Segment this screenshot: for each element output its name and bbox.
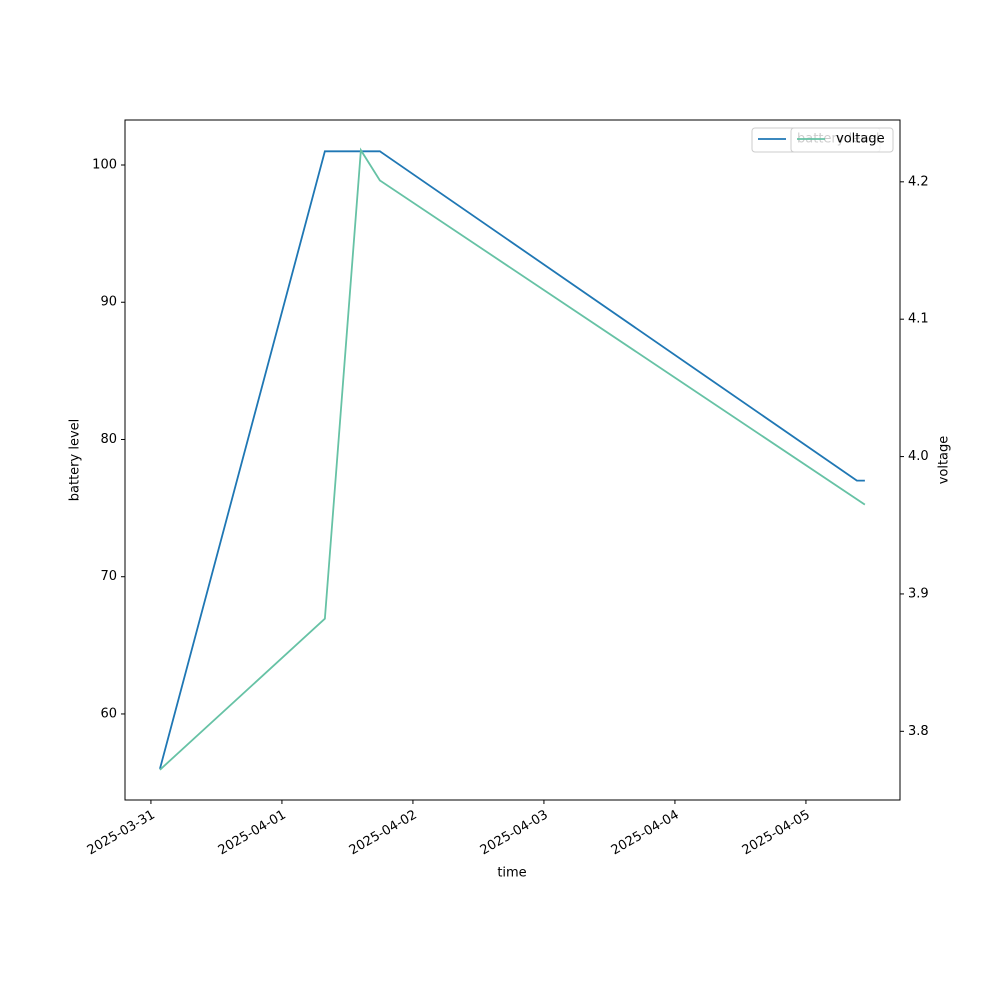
y-tick-label: 100 — [92, 158, 117, 173]
y2-tick-label: 3.9 — [908, 586, 929, 601]
legend-label: voltage — [836, 132, 885, 147]
plot-frame — [124, 119, 901, 801]
y2-tick-label: 4.0 — [908, 449, 929, 464]
y-tick-label: 90 — [100, 295, 117, 310]
series-line — [159, 150, 865, 770]
y-tick-label: 70 — [100, 569, 117, 584]
y-axis-label: battery level — [68, 419, 83, 502]
y2-tick-label: 3.8 — [908, 724, 929, 739]
y-tick-label: 60 — [100, 706, 117, 721]
y2-tick-label: 4.2 — [908, 174, 929, 189]
legend-box — [790, 127, 894, 153]
y-tick-label: 80 — [100, 432, 117, 447]
x-axis-label: time — [497, 866, 526, 881]
y2-axis-label: voltage — [937, 436, 952, 485]
y2-tick-label: 4.1 — [908, 312, 929, 327]
series-line — [159, 147, 866, 771]
